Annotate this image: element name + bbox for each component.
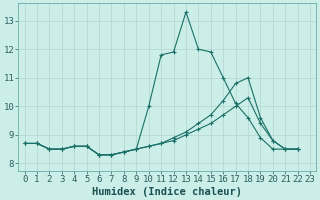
- X-axis label: Humidex (Indice chaleur): Humidex (Indice chaleur): [92, 186, 242, 197]
